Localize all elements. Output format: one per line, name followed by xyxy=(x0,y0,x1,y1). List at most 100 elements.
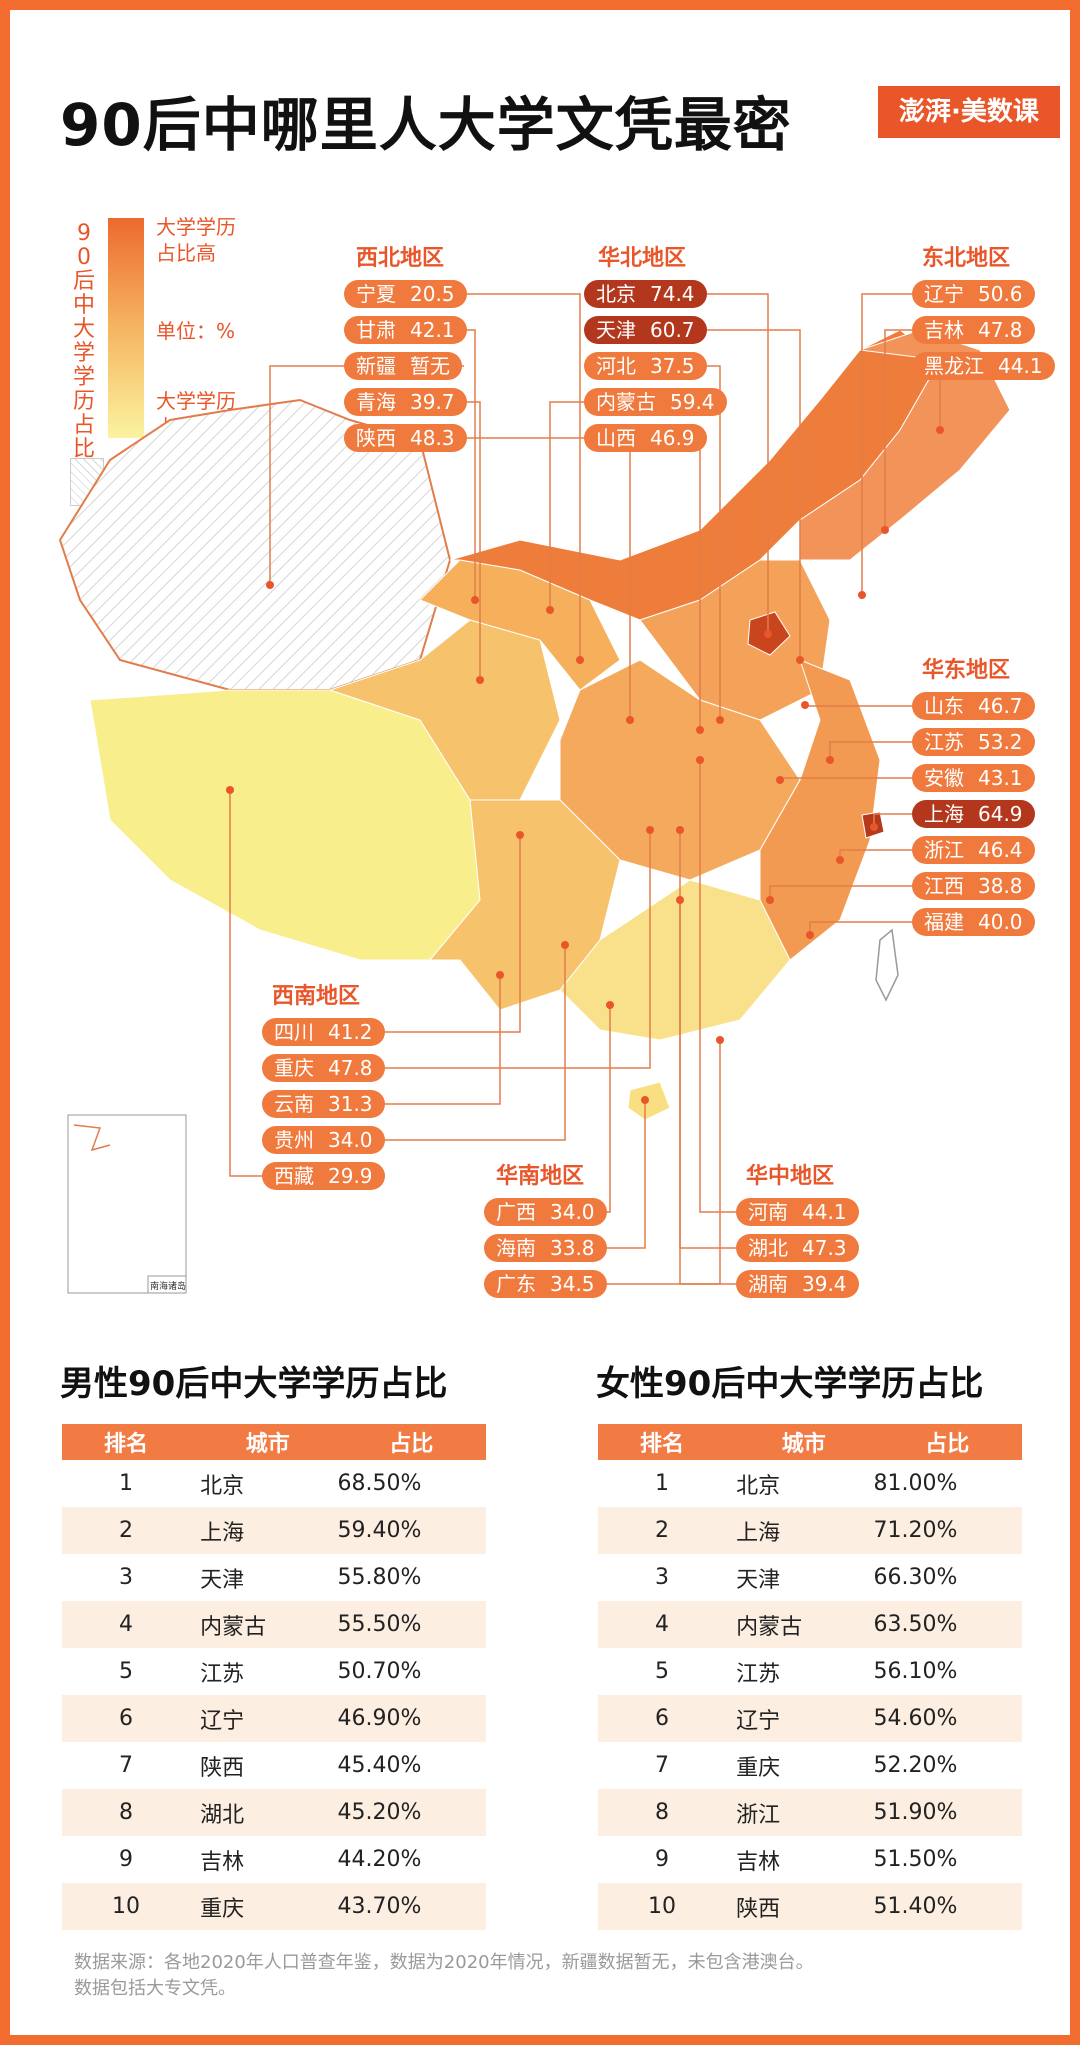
leader-line xyxy=(884,329,912,530)
table-row: 6 辽宁 54.60% xyxy=(598,1695,1022,1742)
province-label: 湖北 47.3 xyxy=(736,1234,859,1262)
province-name: 陕西 xyxy=(356,426,396,450)
table-cell: 上海 xyxy=(190,1507,337,1554)
table-row: 8 浙江 51.90% xyxy=(598,1789,1022,1836)
province-label: 山西 46.9 xyxy=(584,424,707,452)
province-dot xyxy=(561,941,569,949)
leader-line xyxy=(382,835,521,1033)
table-cell: 51.90% xyxy=(872,1789,1022,1836)
province-dot xyxy=(836,856,844,864)
province-dot xyxy=(676,826,684,834)
table-row: 9 吉林 44.20% xyxy=(62,1836,486,1883)
region-hainan xyxy=(627,1081,671,1121)
table-cell: 55.80% xyxy=(337,1565,422,1590)
table-cell: 上海 xyxy=(726,1507,873,1554)
table-cell: 1 xyxy=(119,1471,134,1496)
province-value: 47.8 xyxy=(328,1056,373,1080)
leader-line xyxy=(464,293,581,660)
province-label: 陕西 48.3 xyxy=(344,424,467,452)
leader-line xyxy=(699,760,736,1213)
table-row: 10 陕西 51.40% xyxy=(598,1883,1022,1930)
table-row: 5 江苏 56.10% xyxy=(598,1648,1022,1695)
province-dot xyxy=(226,786,234,794)
footnote-line2: 数据包括大专文凭。 xyxy=(74,1978,236,1999)
table-cell: 52.20% xyxy=(873,1753,958,1778)
leader-line xyxy=(873,813,912,827)
province-name: 重庆 xyxy=(274,1056,314,1080)
table-cell: 51.50% xyxy=(873,1847,958,1872)
province-name: 江西 xyxy=(924,874,964,898)
province-label: 河北 37.5 xyxy=(584,352,707,380)
leader-line xyxy=(679,900,736,1285)
inset-label: 南海诸岛 xyxy=(150,1280,186,1292)
province-value: 暂无 xyxy=(410,354,450,378)
province-name: 青海 xyxy=(356,390,396,414)
region-south xyxy=(559,879,791,1041)
province-dot xyxy=(606,1001,614,1009)
province-dot xyxy=(776,776,784,784)
province-label: 新疆 暂无 xyxy=(344,352,462,380)
province-name: 河南 xyxy=(748,1200,788,1224)
region-taiwan xyxy=(875,928,899,1002)
province-label: 安徽 43.1 xyxy=(912,764,1035,792)
province-name: 福建 xyxy=(924,910,964,934)
table-cell: 辽宁 xyxy=(726,1695,873,1742)
south-china-sea-inset xyxy=(67,1114,187,1294)
leader-line xyxy=(464,401,481,680)
province-value: 34.0 xyxy=(328,1128,373,1152)
province-value: 74.4 xyxy=(650,282,695,306)
table-cell: 北京 xyxy=(200,1473,245,1499)
table-cell: 北京 xyxy=(736,1473,781,1499)
leader-line xyxy=(382,830,651,1069)
province-name: 河北 xyxy=(596,354,636,378)
table-cell: 9 xyxy=(119,1847,134,1872)
region-title: 东北地区 xyxy=(922,246,1011,271)
province-label: 吉林 47.8 xyxy=(912,316,1035,344)
table-row: 10 重庆 43.70% xyxy=(62,1883,486,1930)
table-cell: 66.30% xyxy=(873,1565,958,1590)
table-cell: 天津 xyxy=(736,1567,781,1593)
province-label: 青海 39.7 xyxy=(344,388,467,416)
province-label: 北京 74.4 xyxy=(584,280,707,308)
table-header-cell: 占比 xyxy=(336,1424,486,1460)
leader-line xyxy=(829,741,912,760)
region-xinjiang xyxy=(58,398,452,691)
table-cell: 56.10% xyxy=(873,1659,958,1684)
province-value: 39.7 xyxy=(410,390,455,414)
region-title: 华东地区 xyxy=(922,658,1011,683)
table-cell: 50.70% xyxy=(337,1659,422,1684)
female-ranking-table: 排名 城市 占比 1 北京 81.00% 2 上海 71.20% 3 天津 66.30% 4 内蒙古 63.… xyxy=(598,1424,1022,1930)
province-name: 吉林 xyxy=(924,318,964,342)
province-dot xyxy=(266,581,274,589)
table-cell: 吉林 xyxy=(200,1849,245,1875)
table-cell: 1 xyxy=(655,1471,670,1496)
province-name: 新疆 xyxy=(356,354,396,378)
province-dot xyxy=(764,630,772,638)
province-dot xyxy=(826,756,834,764)
table-row: 7 重庆 52.20% xyxy=(598,1742,1022,1789)
table-cell: 68.50% xyxy=(337,1471,422,1496)
province-name: 江苏 xyxy=(924,730,964,754)
province-value: 42.1 xyxy=(410,318,455,342)
province-dot xyxy=(516,831,524,839)
brand-logo: 澎湃·美数课 xyxy=(878,86,1060,138)
province-value: 47.3 xyxy=(802,1236,847,1260)
table-row: 8 湖北 45.20% xyxy=(62,1789,486,1836)
table-cell: 内蒙古 xyxy=(726,1601,873,1648)
map-shapes xyxy=(58,329,1011,1121)
province-label: 山东 46.7 xyxy=(912,692,1035,720)
legend-high-line2: 占比高 xyxy=(156,241,216,265)
province-dot xyxy=(881,526,889,534)
table-cell: 10 xyxy=(62,1883,191,1930)
leader-line xyxy=(704,365,721,720)
table-header-row: 排名 城市 占比 xyxy=(598,1424,1022,1460)
leader-line xyxy=(604,1005,611,1213)
province-name: 黑龙江 xyxy=(924,354,984,378)
province-label: 宁夏 20.5 xyxy=(344,280,467,308)
table-cell: 4 xyxy=(62,1601,191,1648)
province-label: 广东 34.5 xyxy=(484,1270,607,1298)
province-value: 20.5 xyxy=(410,282,455,306)
table-cell: 2 xyxy=(62,1507,191,1554)
province-value: 33.8 xyxy=(550,1236,595,1260)
table-header-cell: 城市 xyxy=(190,1424,337,1460)
